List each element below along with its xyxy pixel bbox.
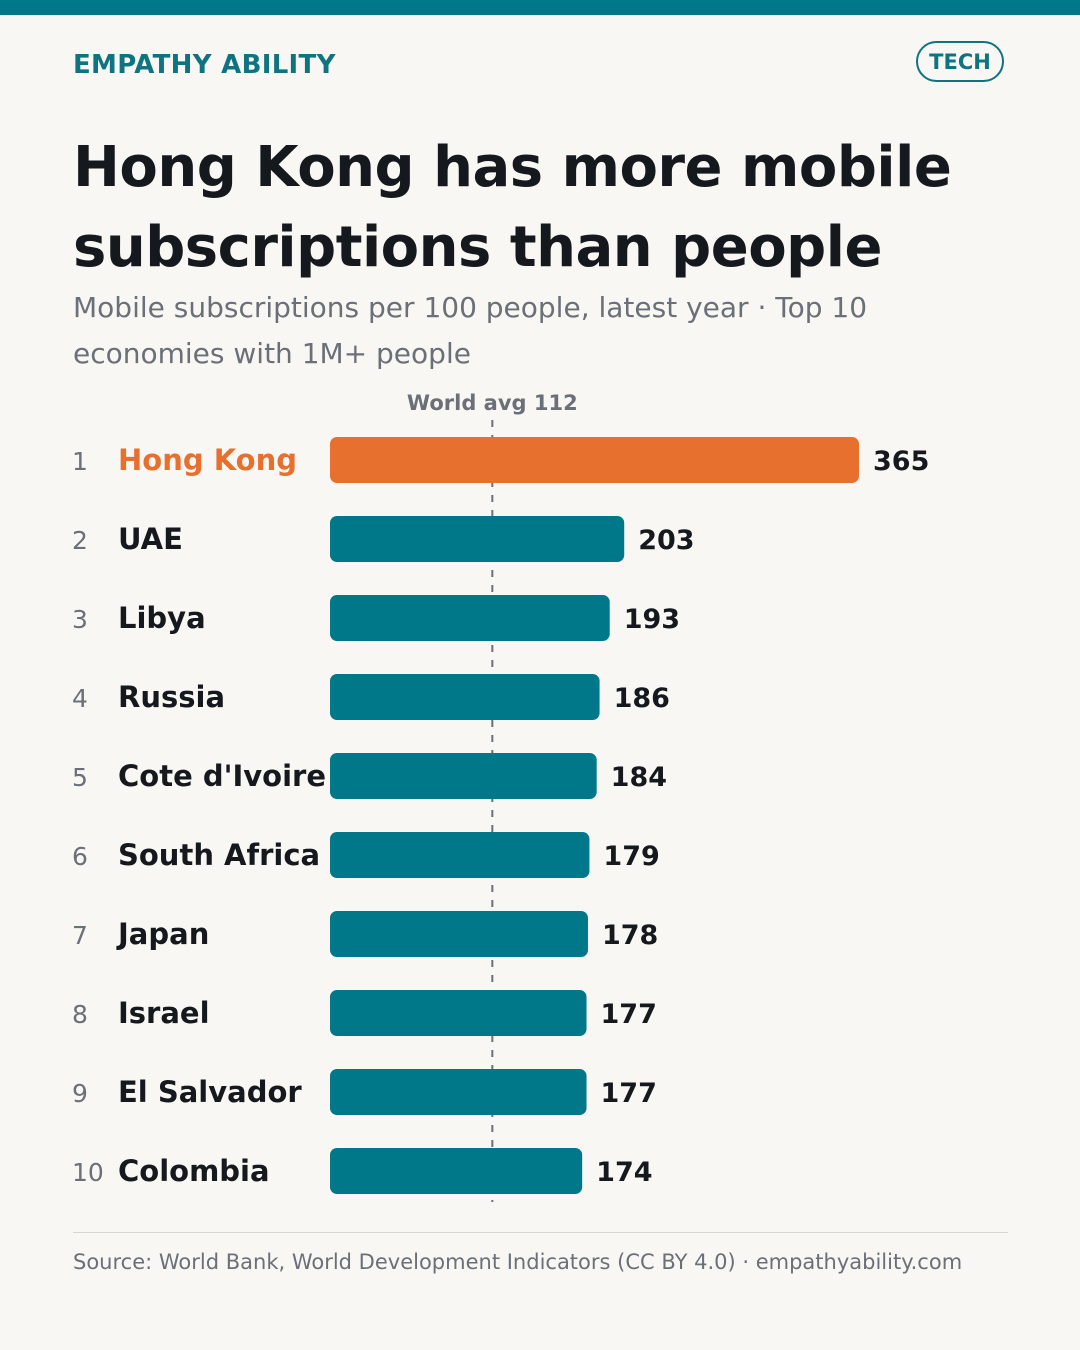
value-label: 203 [638,525,694,556]
chart-subtitle: Mobile subscriptions per 100 people, lat… [73,291,868,370]
category-label: Cote d'Ivoire [118,759,326,793]
value-label: 184 [611,762,667,793]
category-label: Libya [118,601,206,635]
top-accent-bar [0,0,1080,15]
value-label: 179 [603,841,659,872]
category-label: El Salvador [118,1075,302,1109]
rank-label: 8 [72,1000,88,1029]
brand-name: EMPATHY ABILITY [73,50,336,80]
bar [330,1148,583,1194]
rank-label: 5 [72,763,88,792]
value-label: 178 [602,920,658,951]
value-label: 177 [601,999,657,1030]
bar [330,595,610,641]
bar [330,832,590,878]
category-label: Russia [118,680,225,714]
value-label: 193 [624,604,680,635]
rank-label: 2 [72,526,88,555]
bar [330,674,600,720]
bar [330,990,587,1036]
value-label: 174 [596,1157,652,1188]
bar-chart: World avg 112 1 Hong Kong 365 2 UAE 203 3 Libya 1… [72,391,929,1202]
rank-label: 4 [72,684,88,713]
category-label: Hong Kong [118,443,297,477]
value-label: 177 [601,1078,657,1109]
bar [330,911,588,957]
rank-label: 7 [72,921,88,950]
rank-label: 1 [72,447,88,476]
bar [330,753,597,799]
world-average-label: World avg 112 [407,391,578,415]
bar [330,437,859,483]
chart-title: Hong Kong has more mobile subscriptions … [73,135,952,280]
category-label: Israel [118,996,210,1030]
category-label: South Africa [118,838,320,872]
category-label: Japan [116,917,209,951]
rank-label: 6 [72,842,88,871]
rank-label: 3 [72,605,88,634]
category-tag: TECH [916,41,1004,82]
source-note: Source: World Bank, World Development In… [73,1250,963,1274]
value-label: 365 [873,446,929,477]
category-label: UAE [118,522,183,556]
rank-label: 10 [72,1158,104,1187]
bar [330,1069,587,1115]
bar [330,516,625,562]
value-label: 186 [614,683,670,714]
rank-label: 9 [72,1079,88,1108]
category-label: Colombia [118,1154,270,1188]
footer-divider [73,1232,1008,1233]
